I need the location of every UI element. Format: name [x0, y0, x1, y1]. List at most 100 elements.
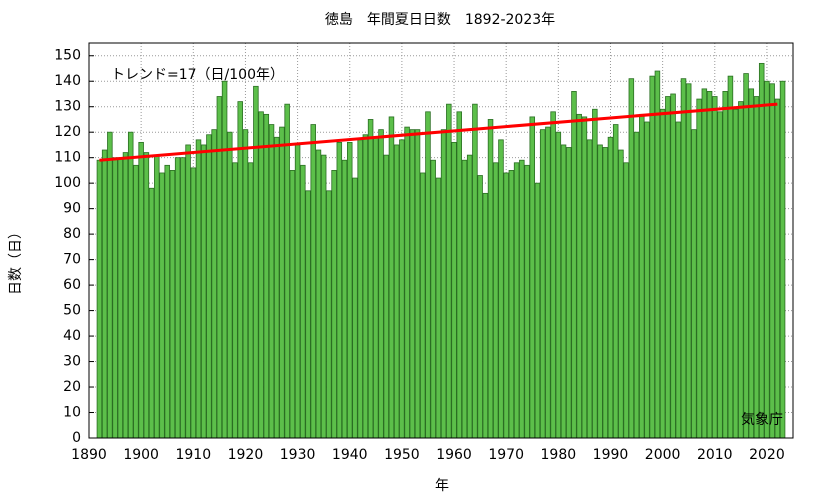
bar — [414, 129, 421, 439]
bar — [576, 113, 582, 439]
bar — [534, 182, 541, 439]
bar — [712, 96, 718, 439]
bar — [774, 98, 781, 439]
chart-title: 徳島 年間夏日日数 1892-2023年 — [325, 12, 555, 28]
y-tick-label: 140 — [54, 73, 81, 89]
bar — [409, 129, 416, 439]
bar — [659, 108, 666, 439]
bar — [706, 91, 713, 439]
bar — [420, 172, 426, 439]
bar — [284, 103, 290, 439]
x-tick-label: 1890 — [71, 447, 107, 463]
bar — [440, 129, 447, 439]
bar — [346, 141, 353, 439]
bar — [670, 93, 676, 439]
bar — [466, 154, 473, 439]
x-tick-label: 1930 — [280, 447, 316, 463]
y-tick-label: 90 — [63, 201, 81, 217]
y-tick-label: 100 — [54, 175, 81, 191]
bar — [268, 124, 275, 439]
bar — [273, 136, 280, 439]
bar — [639, 113, 645, 439]
bar — [691, 129, 697, 439]
bar — [555, 131, 562, 439]
bar — [566, 147, 572, 439]
bar — [732, 108, 739, 439]
bar — [529, 116, 536, 439]
bar — [654, 70, 661, 439]
bar — [180, 157, 186, 439]
bar — [758, 62, 765, 439]
bar — [612, 124, 619, 439]
bar — [524, 164, 530, 439]
bar — [581, 116, 588, 439]
bar — [164, 164, 170, 439]
bar — [628, 78, 635, 439]
bar — [472, 103, 478, 439]
bar — [545, 126, 551, 439]
bar — [216, 96, 223, 439]
bar — [623, 162, 629, 439]
y-tick-label: 130 — [54, 99, 81, 115]
bar — [644, 121, 650, 439]
bar — [435, 177, 442, 439]
bar — [560, 144, 567, 439]
bar — [336, 141, 343, 439]
bar — [148, 187, 155, 439]
bar — [294, 144, 301, 439]
x-tick-label: 1980 — [541, 447, 577, 463]
bar — [357, 139, 363, 439]
bar — [649, 75, 655, 439]
bar — [513, 162, 520, 439]
bar — [247, 162, 254, 439]
bar — [373, 136, 379, 439]
bar — [508, 170, 515, 439]
x-tick-label: 1920 — [228, 447, 264, 463]
bar — [206, 134, 212, 439]
bar — [232, 162, 238, 439]
bar — [101, 149, 108, 439]
bar — [117, 157, 124, 439]
y-tick-label: 40 — [63, 328, 81, 344]
bar — [602, 147, 609, 439]
bar — [96, 159, 103, 439]
bar — [127, 131, 134, 439]
bar — [341, 159, 348, 439]
bar — [727, 75, 734, 439]
bar — [320, 154, 327, 439]
bar — [211, 129, 217, 439]
y-tick-label: 50 — [63, 303, 81, 319]
bar — [633, 131, 640, 439]
bar — [174, 157, 181, 439]
source: 気象庁 — [741, 412, 783, 428]
bar — [133, 164, 139, 439]
bar — [300, 164, 306, 439]
bar — [195, 139, 202, 439]
bar — [221, 80, 228, 439]
y-tick-label: 0 — [72, 430, 81, 446]
bar — [367, 119, 374, 439]
x-tick-label: 1970 — [488, 447, 524, 463]
bar — [487, 119, 494, 439]
bar — [425, 111, 431, 439]
x-axis-label: 年 — [435, 478, 449, 494]
bar — [263, 113, 270, 439]
bar — [764, 80, 770, 439]
bar — [404, 126, 410, 439]
y-tick-label: 60 — [63, 277, 81, 293]
annotation: トレンド=17（日/100年） — [111, 67, 284, 83]
plot-frame — [88, 42, 794, 439]
bar — [743, 73, 749, 439]
x-tick-label: 1900 — [123, 447, 159, 463]
y-tick-label: 150 — [54, 48, 81, 64]
bar — [430, 159, 436, 439]
x-tick-label: 1990 — [593, 447, 629, 463]
bar — [607, 136, 614, 439]
y-tick-label: 120 — [54, 124, 81, 140]
bar — [618, 149, 624, 439]
bar — [227, 131, 233, 439]
x-tick-label: 2010 — [697, 447, 733, 463]
bar — [461, 159, 468, 439]
bar — [242, 129, 249, 439]
